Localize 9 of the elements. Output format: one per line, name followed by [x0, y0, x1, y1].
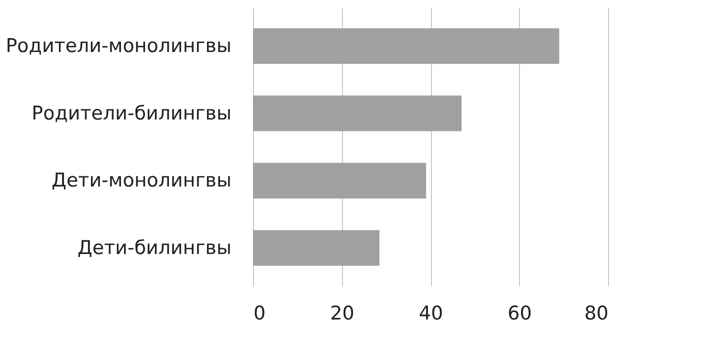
x-tick-label: 80 [584, 302, 608, 324]
x-tick-label: 60 [508, 302, 532, 324]
y-tick-label: Дети-монолингвы [52, 170, 232, 192]
y-tick-label: Родители-билингвы [32, 102, 232, 124]
y-tick-label: Родители-монолингвы [6, 35, 232, 58]
x-tick-label: 40 [418, 302, 444, 324]
y-tick-label: Дети-билингвы [78, 236, 232, 259]
x-tick-label: 20 [330, 302, 354, 324]
x-tick-label: 0 [254, 302, 266, 324]
